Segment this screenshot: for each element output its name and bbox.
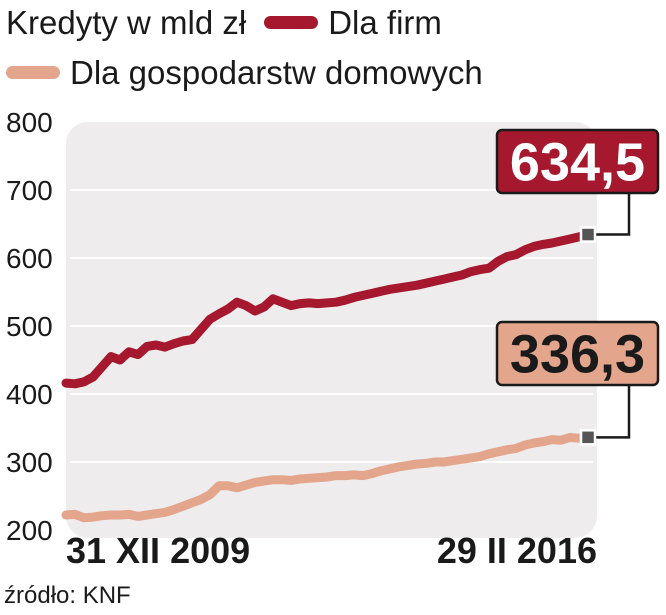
- y-tick-label: 800: [6, 107, 53, 138]
- legend-row-1: Kredyty w mld zł Dla firm: [6, 6, 442, 39]
- legend-title: Kredyty w mld zł: [6, 4, 247, 41]
- series-line-1: [61, 432, 593, 523]
- legend-label-households: Dla gospodarstw domowych: [70, 54, 483, 91]
- y-tick-label: 500: [6, 311, 53, 342]
- y-tick-label: 400: [6, 379, 53, 410]
- legend-label-firms: Dla firm: [328, 4, 442, 41]
- callout-box: [495, 320, 660, 387]
- legend-row-2: Dla gospodarstw domowych: [6, 56, 483, 89]
- legend-swatch-firms: [264, 16, 319, 29]
- callout-value: 634,5: [510, 133, 645, 193]
- callout-leader: [588, 193, 631, 236]
- callout-leader: [588, 385, 631, 439]
- end-marker: [579, 429, 597, 446]
- legend-swatch-households: [6, 66, 60, 79]
- y-tick-label: 700: [6, 175, 53, 206]
- y-tick-label: 300: [6, 447, 53, 478]
- series-line-0: [61, 230, 593, 389]
- x-tick-label: 31 XII 2009: [66, 530, 250, 571]
- y-tick-label: 200: [6, 515, 53, 546]
- end-marker: [579, 226, 597, 243]
- y-tick-label: 600: [6, 243, 53, 274]
- plot-background: [66, 122, 597, 538]
- source-note: źródło: KNF: [4, 582, 131, 609]
- x-tick-label: 29 II 2016: [437, 530, 597, 571]
- callout-value: 336,3: [510, 325, 645, 385]
- callout-box: [495, 128, 660, 195]
